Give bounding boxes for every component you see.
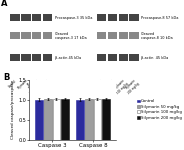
Bar xyxy=(94,99,101,140)
Bar xyxy=(44,99,52,140)
Text: Silymarin
100 mg/kg: Silymarin 100 mg/kg xyxy=(113,78,129,95)
Bar xyxy=(108,32,117,39)
Bar xyxy=(21,14,31,21)
Bar xyxy=(10,14,20,21)
Bar xyxy=(97,54,106,61)
Bar xyxy=(108,14,117,21)
Bar xyxy=(43,32,52,39)
Text: Silymarin
50: Silymarin 50 xyxy=(17,78,32,94)
Bar xyxy=(53,99,60,140)
Text: Control: Control xyxy=(8,78,18,88)
Bar xyxy=(102,99,110,140)
Text: Cleaved
caspase-3 17 kDa: Cleaved caspase-3 17 kDa xyxy=(54,32,86,40)
Text: Silymarin
200 mg/kg: Silymarin 200 mg/kg xyxy=(37,78,54,95)
Text: β-actin 45 kDa: β-actin 45 kDa xyxy=(54,56,81,60)
Text: Silymarin
50: Silymarin 50 xyxy=(103,78,118,94)
Bar xyxy=(32,32,41,39)
Text: Procaspase-3 35 kDa: Procaspase-3 35 kDa xyxy=(54,16,92,20)
Bar xyxy=(97,14,106,21)
Text: Cleaved
caspase-8 10 kDa: Cleaved caspase-8 10 kDa xyxy=(141,32,173,40)
Bar xyxy=(118,14,128,21)
Bar xyxy=(118,32,128,39)
Bar xyxy=(10,32,20,39)
Bar xyxy=(21,54,31,61)
Bar xyxy=(32,54,41,61)
Text: β-actin  45 kDa: β-actin 45 kDa xyxy=(141,56,168,60)
Bar xyxy=(108,54,117,61)
Text: Silymarin
100 mg/kg: Silymarin 100 mg/kg xyxy=(26,78,43,95)
Bar xyxy=(85,99,93,140)
Bar xyxy=(61,99,69,140)
Bar xyxy=(21,32,31,39)
Bar xyxy=(129,32,139,39)
Legend: Control, Silymarin 50 mg/kg, Silymarin 100 mg/kg, Silymarin 200 mg/kg: Control, Silymarin 50 mg/kg, Silymarin 1… xyxy=(137,99,182,120)
Text: A: A xyxy=(1,0,8,8)
Bar xyxy=(76,99,84,140)
Bar xyxy=(10,54,20,61)
Bar xyxy=(43,14,52,21)
Text: Control: Control xyxy=(95,78,104,88)
Bar xyxy=(129,14,139,21)
Text: B: B xyxy=(3,74,10,82)
Text: Silymarin
200 mg/kg: Silymarin 200 mg/kg xyxy=(124,78,140,95)
Y-axis label: Cleaved caspase/procaspase: Cleaved caspase/procaspase xyxy=(11,80,15,139)
Bar xyxy=(118,54,128,61)
Bar xyxy=(129,54,139,61)
Bar xyxy=(32,14,41,21)
Bar xyxy=(35,99,43,140)
Bar xyxy=(43,54,52,61)
Text: Procaspase-8 57 kDa: Procaspase-8 57 kDa xyxy=(141,16,178,20)
Bar xyxy=(97,32,106,39)
